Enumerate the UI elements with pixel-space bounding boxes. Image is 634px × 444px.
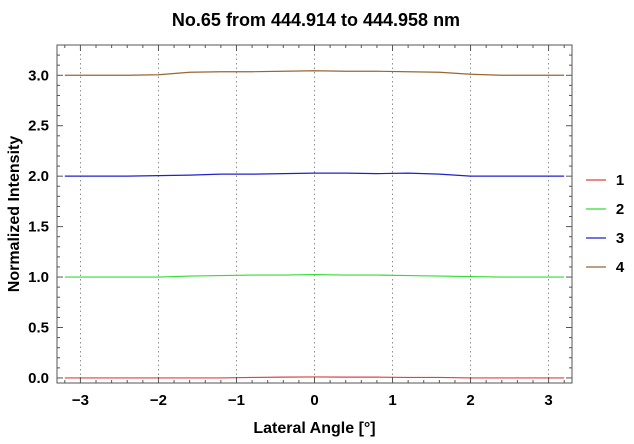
y-tick-label-3: 1.5 <box>28 219 49 236</box>
y-tick-label-0: 0.0 <box>28 370 49 387</box>
series-line-4 <box>64 70 565 76</box>
legend-label-3: 3 <box>616 230 624 247</box>
series-line-1 <box>64 376 565 379</box>
ticks-layer: −3 −2 −1 0 1 2 3 0.0 0.5 1.0 1.5 2.0 2.5 3.0 <box>28 44 572 409</box>
y-tick-label-4: 2.0 <box>28 168 49 185</box>
x-tick-label-1: −2 <box>150 392 167 409</box>
legend: 1 2 3 4 <box>586 172 625 276</box>
y-tick-label-5: 2.5 <box>28 118 49 135</box>
y-axis-label: Normalized Intensity <box>6 136 23 293</box>
legend-label-1: 1 <box>616 172 624 189</box>
legend-label-2: 2 <box>616 201 624 218</box>
x-tick-label-2: −1 <box>228 392 245 409</box>
grid-layer <box>80 45 549 383</box>
chart-title: No.65 from 444.914 to 444.958 nm <box>172 10 460 30</box>
x-tick-label-0: −3 <box>72 392 89 409</box>
y-tick-label-6: 3.0 <box>28 67 49 84</box>
y-tick-label-2: 1.0 <box>28 269 49 286</box>
series-layer <box>64 70 565 379</box>
x-tick-label-4: 1 <box>388 392 396 409</box>
x-tick-label-6: 3 <box>544 392 552 409</box>
x-axis-label: Lateral Angle [°] <box>253 420 375 437</box>
series-line-2 <box>64 273 565 278</box>
legend-label-4: 4 <box>616 259 625 276</box>
y-tick-label-1: 0.5 <box>28 320 49 337</box>
x-tick-label-5: 2 <box>466 392 474 409</box>
x-tick-label-3: 0 <box>310 392 318 409</box>
series-line-3 <box>64 172 565 177</box>
